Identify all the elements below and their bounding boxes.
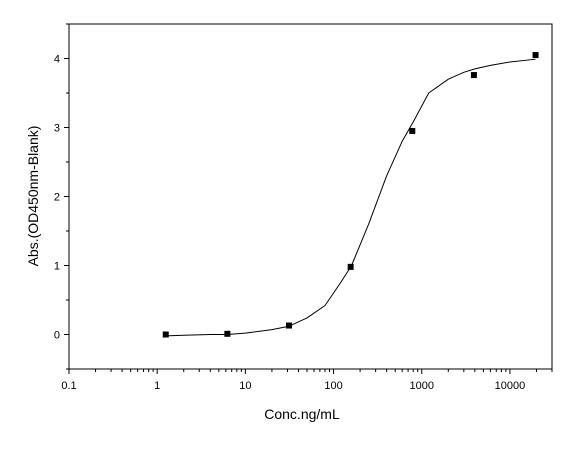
y-tick-label: 2 [54,192,60,204]
y-tick-label: 1 [54,261,60,273]
data-point-marker [532,52,539,59]
x-tick-label: 1000 [409,380,433,392]
y-axis-ticks: 0 1 2 3 4 [54,23,69,370]
data-point-marker [286,322,293,329]
fitted-curve-line [165,58,536,337]
y-tick-label: 0 [54,330,60,342]
y-tick-label: 3 [54,123,60,135]
series-layer [162,52,539,338]
x-axis-ticks: 0.1 1 10 100 1000 10000 [61,369,553,392]
x-axis-title: Conc.ng/mL [264,406,340,422]
data-point-marker [162,331,169,338]
x-tick-label: 100 [324,380,342,392]
data-point-marker [409,127,416,134]
x-tick-label: 0.1 [61,380,76,392]
y-axis-title: Abs.(OD450nm-Blank) [25,126,41,267]
plot-frame [68,23,553,370]
data-point-marker [224,330,231,337]
x-tick-label: 1 [154,380,160,392]
y-tick-label: 4 [54,54,60,66]
data-point-marker [347,263,354,270]
x-tick-label: 10000 [495,380,526,392]
x-tick-label: 10 [239,380,251,392]
data-point-marker [470,72,477,79]
